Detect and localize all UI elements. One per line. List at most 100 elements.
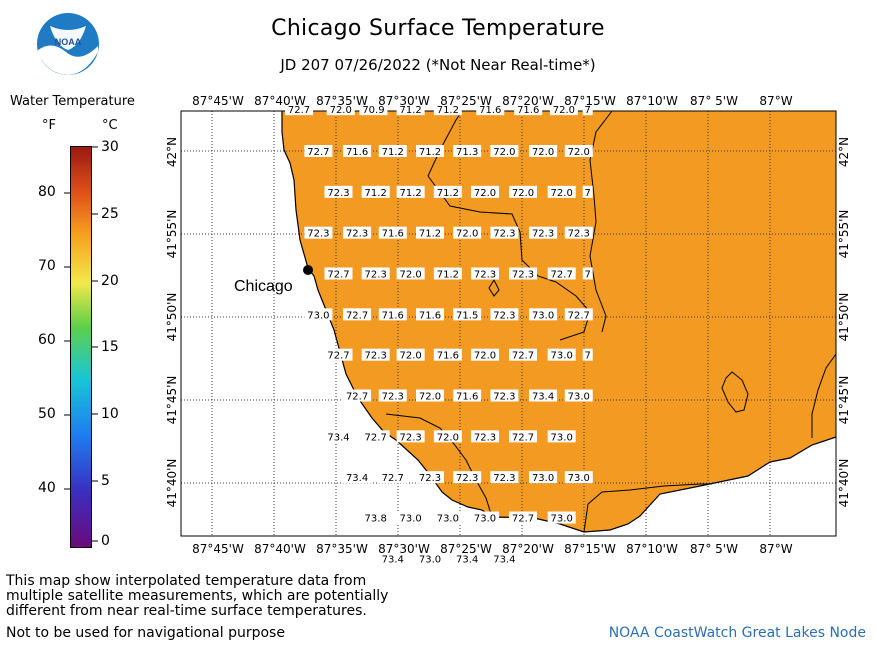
lon-label-bottom: 87°30'W <box>378 542 430 556</box>
temperature-label-box <box>343 389 372 402</box>
temperature-label: 71.6 <box>382 310 404 321</box>
temperature-label: 72.7 <box>512 351 534 362</box>
lat-label-right: 41°40'N <box>837 459 851 508</box>
temperature-label-box <box>547 430 576 443</box>
temperature-label: 73.0 <box>551 351 573 362</box>
temperature-label: 72.7 <box>365 432 387 443</box>
lon-label-bottom: 87°W <box>759 542 792 556</box>
map-title: Chicago Surface Temperature <box>271 16 605 41</box>
temperature-label: 71.2 <box>437 188 459 199</box>
temperature-label: 72.7 <box>288 105 310 116</box>
lon-label-bottom: 87°10'W <box>626 542 678 556</box>
temperature-label: 72.0 <box>437 432 459 443</box>
lon-label-bottom: 87°25'W <box>440 542 492 556</box>
temperature-label: 73.0 <box>568 392 590 403</box>
temperature-label: 71.6 <box>517 105 539 116</box>
temperature-label-box <box>378 145 407 157</box>
temperature-label-box <box>343 145 372 157</box>
temperature-label-box <box>415 226 444 239</box>
temperature-label-box <box>361 185 390 198</box>
temperature-label-box <box>343 226 372 239</box>
temperature-label-box <box>564 389 593 402</box>
temperature-label-box <box>529 145 558 157</box>
temperature-label-box <box>490 389 519 402</box>
temperature-label-box <box>396 267 425 280</box>
temperature-label: 71.2 <box>437 270 459 281</box>
temperature-label-box <box>361 348 390 361</box>
temperature-label: 73.8 <box>365 514 387 525</box>
temperature-label-box <box>508 348 537 361</box>
temperature-label-box <box>396 511 425 524</box>
temperature-label-box <box>396 185 425 198</box>
lon-label-top: 87°25'W <box>440 94 492 108</box>
temperature-label: 72.0 <box>568 147 590 158</box>
temperature-label-box <box>433 267 462 280</box>
temperature-label-box <box>529 226 558 239</box>
temperature-label: 7 <box>585 188 591 199</box>
temperature-label-box <box>471 511 500 524</box>
temperature-label-box <box>304 308 333 321</box>
temperature-label: 72.7 <box>568 310 590 321</box>
temperature-label: 71.2 <box>365 188 387 199</box>
lat-label-left: 41°45'N <box>165 376 179 425</box>
temperature-label-box <box>324 185 353 198</box>
temperature-label: 72.3 <box>474 270 496 281</box>
temperature-label-box <box>547 185 576 198</box>
temperature-label-box <box>471 348 500 361</box>
temperature-label-box <box>433 348 462 361</box>
temperature-label-box <box>582 103 593 116</box>
lake-water-area <box>282 111 836 532</box>
lon-label-top: 87°20'W <box>502 94 554 108</box>
temperature-label: 72.7 <box>307 147 329 158</box>
temperature-label: 73.4 <box>493 554 515 565</box>
lon-label-top: 87°10'W <box>626 94 678 108</box>
temperature-label: 73.0 <box>551 432 573 443</box>
temperature-label-box <box>549 103 578 116</box>
temperature-label: 72.0 <box>419 392 441 403</box>
map-frame <box>180 110 837 537</box>
temperature-label: 71.6 <box>479 105 501 116</box>
temperature-label-box <box>326 103 355 116</box>
legend-c-tick: 10 <box>101 406 119 422</box>
lat-label-left: 41°40'N <box>165 459 179 508</box>
temperature-label: 72.3 <box>365 351 387 362</box>
temperature-label: 71.2 <box>400 188 422 199</box>
lon-label-bottom: 87°35'W <box>316 542 368 556</box>
chicago-marker <box>303 265 313 275</box>
temperature-label: 73.0 <box>551 514 573 525</box>
temperature-label: 71.2 <box>382 147 404 158</box>
temperature-label: 73.0 <box>474 514 496 525</box>
temperature-label: 71.6 <box>456 392 478 403</box>
lat-label-right: 41°50'N <box>837 293 851 342</box>
temperature-label-box <box>378 389 407 402</box>
legend-c-tick: 20 <box>101 273 119 289</box>
legend-unit-f: °F <box>42 118 56 133</box>
temperature-label-box <box>490 308 519 321</box>
temperature-label-box <box>490 552 519 565</box>
temperature-label-box <box>547 511 576 524</box>
temperature-label: 71.5 <box>456 310 478 321</box>
temperature-label: 72.0 <box>330 105 352 116</box>
lon-label-top: 87°30'W <box>378 94 430 108</box>
temperature-label-box <box>433 103 462 116</box>
credit-text: NOAA CoastWatch Great Lakes Node <box>608 625 866 641</box>
temperature-label-box <box>582 348 593 361</box>
temperature-label: 72.3 <box>327 188 349 199</box>
temperature-label: 72.3 <box>493 229 515 240</box>
temperature-label-box <box>564 471 593 484</box>
noaa-logo: NOAA <box>36 12 100 80</box>
temperature-label-box <box>453 145 482 157</box>
logo-text: NOAA <box>55 37 82 47</box>
temperature-label: 72.0 <box>553 105 575 116</box>
temperature-label-box <box>490 145 519 157</box>
lon-label-bottom: 87°15'W <box>564 542 616 556</box>
temperature-label-box <box>396 430 425 443</box>
temperature-label: 72.7 <box>382 473 404 484</box>
temperature-label-box <box>378 308 407 321</box>
temperature-label: 72.7 <box>327 351 349 362</box>
temperature-label-box <box>529 308 558 321</box>
lon-label-bottom: 87°20'W <box>502 542 554 556</box>
temperature-label: 71.2 <box>400 105 422 116</box>
temperature-label-box <box>508 267 537 280</box>
